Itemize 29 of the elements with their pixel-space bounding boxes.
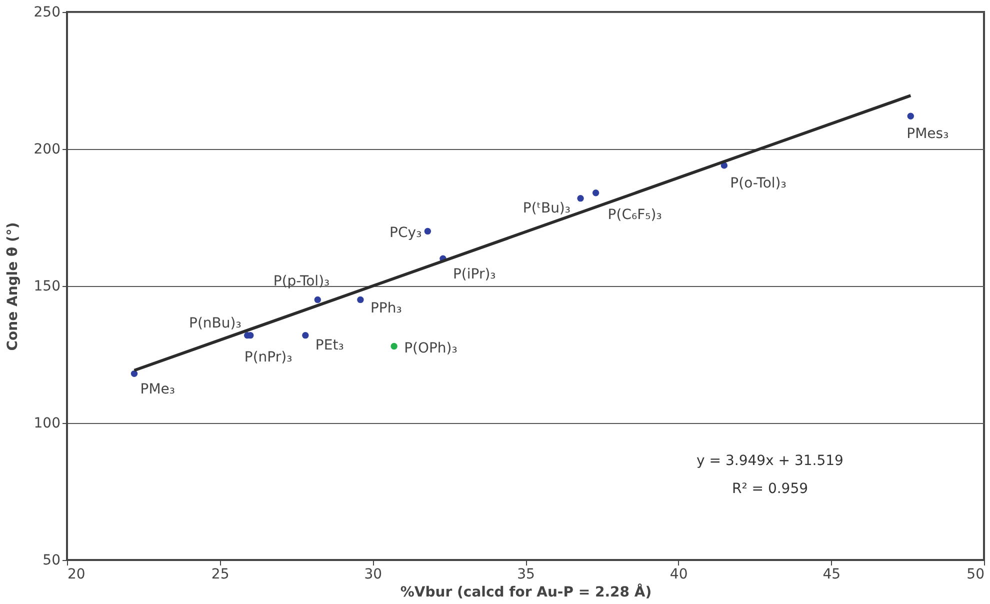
x-tick-label: 30: [364, 566, 382, 582]
annotation: y = 3.949x + 31.519: [696, 453, 844, 469]
annotation: P(nPr)₃: [244, 349, 292, 366]
annotation: PPh₃: [370, 300, 402, 317]
x-tick-label: 40: [670, 566, 688, 582]
y-axis-title: Cone Angle θ (°): [4, 222, 21, 351]
y-tick-label: 150: [34, 278, 60, 294]
annotation: P(p-Tol)₃: [273, 274, 330, 290]
x-tick-label: 50: [966, 566, 984, 582]
annotation: P(OPh)₃: [404, 340, 458, 356]
annotation: P(nBu)₃: [189, 315, 242, 332]
x-axis-title: %Vbur (calcd for Au-P = 2.28 Å): [400, 584, 652, 600]
annotation: PEt₃: [315, 337, 344, 354]
x-tick-label: 35: [517, 566, 535, 582]
y-tick-label: 100: [34, 416, 60, 432]
annotation: PMes₃: [906, 126, 949, 142]
annotation: PMe₃: [140, 382, 175, 398]
y-tick-label: 200: [34, 142, 60, 158]
x-tick-label: 20: [68, 566, 86, 582]
x-tick-label: 25: [211, 566, 230, 582]
y-tick-label: 250: [34, 4, 60, 20]
annotation: P(ᵗBu)₃: [522, 200, 571, 216]
annotation: R² = 0.959: [732, 481, 808, 497]
annotation: P(o-Tol)₃: [730, 175, 786, 192]
annotation: PCy₃: [390, 225, 422, 242]
annotation: P(iPr)₃: [452, 266, 496, 283]
annotation: P(C₆F₅)₃: [608, 206, 662, 223]
y-tick-label: 50: [42, 552, 60, 568]
x-tick-label: 45: [822, 566, 841, 582]
